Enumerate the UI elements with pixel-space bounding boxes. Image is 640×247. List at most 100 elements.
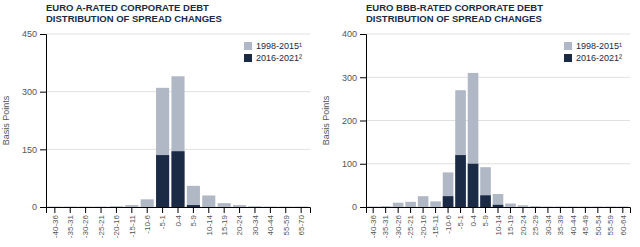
x-tick-mark xyxy=(522,207,523,213)
y-tick: 300 xyxy=(22,87,46,97)
bar xyxy=(64,207,77,208)
bar xyxy=(141,207,154,208)
y-axis-title: Basis Points xyxy=(1,95,11,145)
bar xyxy=(64,206,77,207)
x-tick-mark xyxy=(54,207,55,213)
x-tick-label: 35-39 xyxy=(556,214,565,235)
x-tick-mark xyxy=(398,207,399,213)
chart-title: EURO A-RATED CORPORATE DEBTDISTRIBUTION … xyxy=(46,2,222,24)
x-tick: -40-36 xyxy=(51,207,60,238)
x-tick-label: -5-1 xyxy=(456,214,465,229)
bar xyxy=(518,207,529,208)
x-tick-mark xyxy=(423,207,424,213)
bar-series xyxy=(156,151,200,207)
y-tick: 0 xyxy=(32,202,46,212)
grid-line xyxy=(366,34,630,35)
x-tick: -15-11 xyxy=(128,207,137,238)
x-tick: 40-44 xyxy=(569,207,578,235)
x-tick-mark xyxy=(435,207,436,213)
bar xyxy=(141,199,154,207)
bar xyxy=(48,207,61,208)
bar xyxy=(493,205,504,207)
bar xyxy=(248,206,261,207)
y-axis: 0150300450 xyxy=(22,29,47,212)
x-tick: 25-29 xyxy=(531,207,540,235)
bar xyxy=(543,207,554,208)
y-tick-mark xyxy=(360,121,366,122)
bar xyxy=(295,207,308,208)
bar xyxy=(218,207,231,208)
bar xyxy=(430,201,441,207)
x-tick-label: 15-19 xyxy=(220,214,229,235)
x-tick-label: 40-44 xyxy=(266,214,275,235)
bar xyxy=(94,207,107,208)
grid-line xyxy=(366,163,630,164)
bar-series xyxy=(443,155,504,207)
bar xyxy=(568,207,579,208)
y-tick-mark xyxy=(40,34,46,35)
bar xyxy=(418,196,429,207)
x-tick-mark xyxy=(101,207,102,213)
x-tick-mark xyxy=(285,207,286,213)
x-tick-label: -25-21 xyxy=(406,214,415,238)
x-tick-label: -20-16 xyxy=(112,214,121,238)
x-tick-mark xyxy=(239,207,240,213)
bar xyxy=(468,164,479,207)
x-tick: 60-64 xyxy=(619,207,628,235)
bar xyxy=(593,206,604,207)
x-tick-mark xyxy=(510,207,511,213)
legend: 1998-2015¹2016-2021² xyxy=(244,41,302,63)
x-tick-label: -35-31 xyxy=(66,214,75,238)
x-tick: 15-19 xyxy=(506,207,515,235)
x-tick-label: -10-6 xyxy=(444,214,453,233)
bar xyxy=(94,206,107,207)
x-tick-mark xyxy=(385,207,386,213)
bars xyxy=(368,73,628,207)
y-tick-mark xyxy=(360,34,366,35)
x-tick-mark xyxy=(162,207,163,213)
x-tick-mark xyxy=(410,207,411,213)
x-tick-mark xyxy=(193,207,194,213)
x-tick: 30-34 xyxy=(251,207,260,235)
bar xyxy=(218,203,231,207)
x-tick: 50-54 xyxy=(594,207,603,235)
y-tick-label: 200 xyxy=(342,116,357,126)
bar xyxy=(202,195,215,207)
x-tick-mark xyxy=(270,207,271,213)
x-tick: -10-6 xyxy=(444,207,453,234)
x-tick-mark xyxy=(254,207,255,213)
y-tick-mark xyxy=(360,164,366,165)
x-tick-mark xyxy=(473,207,474,213)
bar xyxy=(443,172,454,207)
x-tick: 65-70 xyxy=(297,207,306,235)
y-axis-line xyxy=(360,35,367,208)
y-tick: 150 xyxy=(22,145,46,155)
grid xyxy=(46,34,310,207)
y-tick: 100 xyxy=(342,159,366,169)
bar xyxy=(368,207,379,208)
bar xyxy=(202,207,215,208)
bar xyxy=(505,204,516,207)
x-tick-mark xyxy=(147,207,148,213)
bar xyxy=(125,205,138,207)
x-tick-mark xyxy=(301,207,302,213)
x-tick: 5-9 xyxy=(189,207,198,227)
x-tick-mark xyxy=(70,207,71,213)
bar xyxy=(455,155,466,207)
bar xyxy=(171,76,184,207)
bar xyxy=(455,90,466,207)
grid-line xyxy=(366,120,630,121)
x-tick-label: 50-54 xyxy=(594,214,603,235)
y-tick-mark xyxy=(40,92,46,93)
bar xyxy=(380,206,391,207)
x-tick: -5-1 xyxy=(158,207,167,229)
bar xyxy=(380,207,391,208)
x-tick-label: 30-34 xyxy=(544,214,553,235)
x-tick-label: -35-31 xyxy=(381,214,390,238)
x-tick-label: 55-59 xyxy=(282,214,291,235)
bar xyxy=(187,186,200,207)
bar xyxy=(618,206,629,207)
x-tick: 30-34 xyxy=(544,207,553,235)
legend-swatch xyxy=(564,42,572,50)
x-tick-label: 5-9 xyxy=(481,214,490,226)
